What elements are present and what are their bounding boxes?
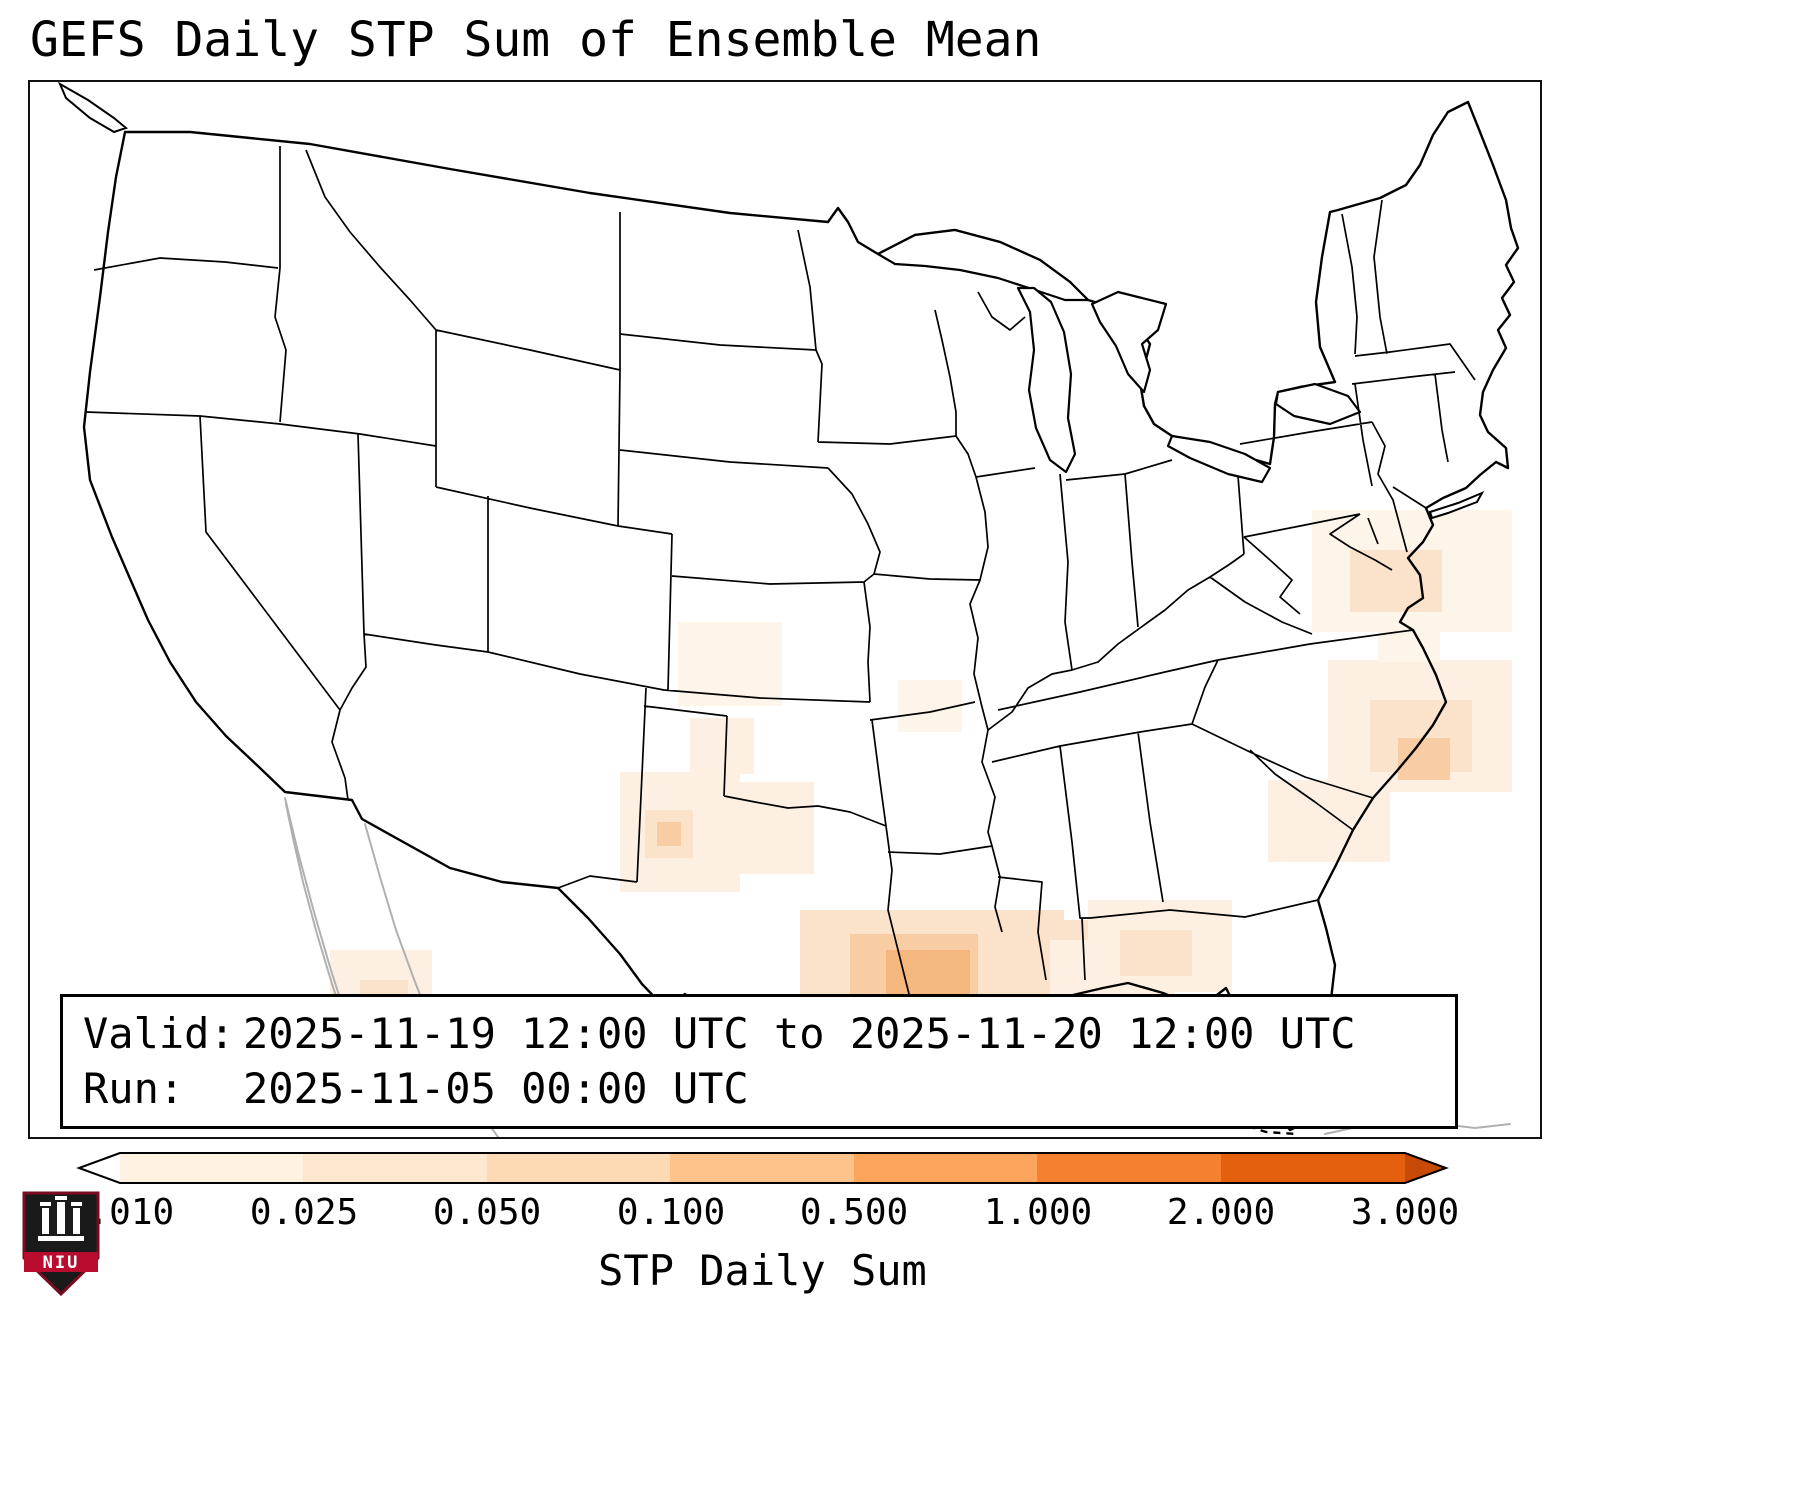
lake-huron [1090, 290, 1168, 394]
colorbar-tick: 2.000 [1166, 1192, 1276, 1233]
niu-shield-icon: NIU [22, 1191, 100, 1297]
us-map-svg [58, 82, 1520, 1137]
long-island [1428, 490, 1485, 520]
lake-ontario [1274, 382, 1362, 426]
colorbar-tick: 0.500 [799, 1192, 909, 1233]
figure-title: GEFS Daily STP Sum of Ensemble Mean [30, 12, 1042, 68]
colorbar-under-arrow [79, 1153, 120, 1183]
colorbar-tick: 1.000 [983, 1192, 1093, 1233]
colorbar-tick: 0.100 [616, 1192, 726, 1233]
run-value: 2025-11-05 00:00 UTC [243, 1063, 749, 1113]
shading-patch [657, 822, 681, 846]
valid-label: Valid: [83, 1009, 235, 1058]
lake-erie [1166, 434, 1272, 484]
great-lakes [876, 228, 1362, 484]
run-label: Run: [83, 1063, 185, 1113]
shading-patch [1120, 930, 1192, 976]
vancouver-island [58, 82, 129, 134]
colorbar-segment [1221, 1153, 1405, 1183]
colorbar-segment [670, 1153, 855, 1183]
niu-logo: NIU [20, 1190, 102, 1298]
lake-michigan [1016, 286, 1077, 474]
run-row: Run: 2025-11-05 00:00 UTC [83, 1062, 1435, 1117]
colorbar-segment [1037, 1153, 1222, 1183]
colorbar-tick: 0.050 [432, 1192, 542, 1233]
colorbar-tick: 0.025 [249, 1192, 359, 1233]
lake-superior [876, 228, 1090, 302]
niu-logo-text: NIU [43, 1253, 80, 1273]
colorbar-label: STP Daily Sum [598, 1246, 927, 1295]
conus-coast-and-borders-outline [82, 100, 1520, 1132]
colorbar-svg [76, 1152, 1449, 1184]
valid-value: 2025-11-19 12:00 UTC to 2025-11-20 12:00… [243, 1009, 1356, 1058]
colorbar-over-arrow [1405, 1153, 1446, 1183]
map-frame: Valid: 2025-11-19 12:00 UTC to 2025-11-20… [28, 80, 1542, 1139]
colorbar-segment [854, 1153, 1038, 1183]
shading-patch [1268, 780, 1390, 862]
shading-patch [690, 718, 754, 774]
colorbar-segment [303, 1153, 488, 1183]
florida-keys-dashes [1235, 1075, 1455, 1136]
colorbar-outline [76, 1152, 1449, 1184]
shading-patch [730, 782, 814, 874]
colorbar-segment [120, 1153, 304, 1183]
valid-run-info-box: Valid: 2025-11-19 12:00 UTC to 2025-11-20… [60, 994, 1458, 1130]
colorbar-ticks: 0.010 0.025 0.050 0.100 0.500 1.000 2.00… [66, 1192, 1459, 1238]
colorbar-tick: 3.000 [1350, 1192, 1460, 1233]
shading-patch [898, 680, 962, 732]
valid-row: Valid: 2025-11-19 12:00 UTC to 2025-11-20… [83, 1007, 1435, 1062]
state-boundaries [85, 146, 1476, 999]
colorbar-segment [487, 1153, 671, 1183]
castle-icon [38, 1196, 84, 1241]
colorbar [75, 1150, 1450, 1186]
shading-patch [1350, 550, 1442, 612]
